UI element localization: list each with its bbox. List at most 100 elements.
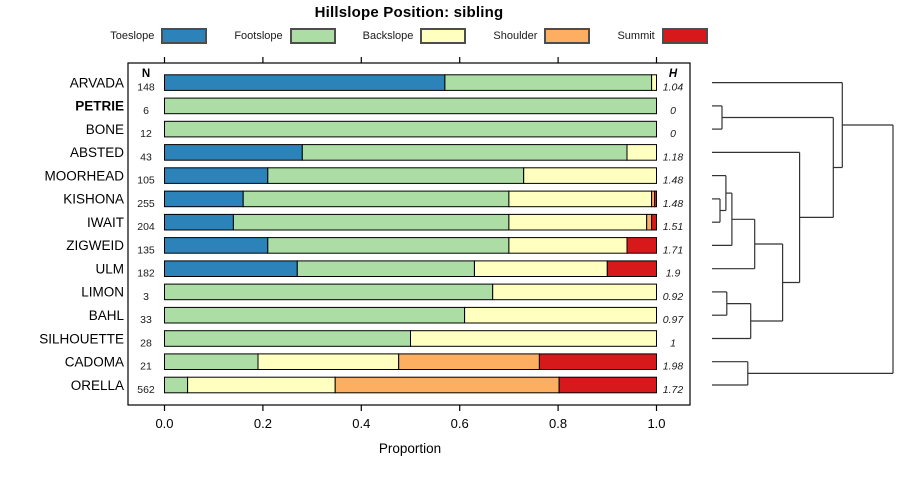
row-label: ARVADA: [70, 75, 124, 90]
row-label: ORELLA: [71, 378, 124, 393]
h-value: 1.18: [663, 151, 684, 163]
n-value: 562: [137, 384, 155, 396]
legend-label: Shoulder: [493, 30, 538, 42]
dendrogram: [712, 81, 894, 386]
n-value: 6: [143, 105, 149, 117]
x-tick-label: 0.2: [254, 416, 272, 431]
bar-segment-backslope: [410, 330, 657, 347]
legend-item-backslope: Backslope: [363, 28, 467, 44]
legend-item-footslope: Footslope: [234, 28, 336, 44]
bar-segment-shoulder: [398, 353, 540, 370]
n-value: 28: [140, 338, 152, 350]
bar-segment-backslope: [626, 144, 657, 161]
h-value: 1: [670, 338, 676, 350]
n-value: 255: [137, 198, 155, 210]
x-tick-label: 0.6: [451, 416, 469, 431]
bar-segment-summit: [606, 260, 657, 277]
h-value: 1.71: [663, 244, 683, 256]
bar-segment-backslope: [508, 213, 648, 231]
bar-segment-footslope: [267, 167, 525, 184]
bar-segment-footslope: [164, 353, 259, 370]
row-label: LIMON: [81, 285, 124, 300]
n-column-header: N: [142, 68, 150, 80]
bar-segment-toeslope: [164, 74, 446, 91]
bar-segment-footslope: [242, 190, 510, 208]
legend-swatch: [161, 28, 208, 44]
bar-segment-summit: [654, 190, 657, 208]
h-value: 0.92: [663, 291, 684, 303]
x-tick-label: 0.0: [155, 416, 173, 431]
bar-segment-backslope: [508, 237, 628, 254]
n-value: 12: [140, 128, 152, 140]
h-value: 1.72: [663, 384, 684, 396]
row-text-group: ARVADA 148 1.04 PETRIE 6 0 BONE 12 0 ABSTED 43 1.18…: [39, 75, 684, 396]
bar-segment-footslope: [444, 74, 652, 91]
n-value: 3: [143, 291, 149, 303]
bar-segment-summit: [626, 237, 657, 254]
bar-segment-backslope: [651, 74, 657, 91]
bar-segment-shoulder: [646, 213, 653, 231]
bar-segment-footslope: [301, 144, 628, 161]
row-label: CADOMA: [65, 355, 124, 370]
bar-segment-toeslope: [164, 190, 244, 208]
x-axis: 0.0 0.2 0.4 0.6 0.8 1.0: [155, 57, 666, 431]
bar-segment-toeslope: [164, 144, 303, 161]
bar-segment-backslope: [523, 167, 658, 184]
row-label: IWAIT: [87, 215, 124, 230]
legend-swatch: [544, 28, 591, 44]
row-label: BONE: [86, 122, 124, 137]
row-label: KISHONA: [63, 192, 124, 207]
bar-segment-summit: [558, 376, 657, 394]
h-column-header: H: [669, 68, 678, 80]
legend-item-toeslope: Toeslope: [110, 28, 208, 44]
chart-title-wrap: Hillslope Position: sibling: [128, 4, 690, 22]
row-label: ULM: [95, 262, 124, 277]
h-value: 1.98: [663, 361, 684, 373]
row-label: MOORHEAD: [44, 168, 124, 183]
bar-segment-backslope: [464, 306, 657, 324]
bar-segment-footslope: [232, 213, 510, 231]
legend-label: Footslope: [234, 30, 283, 42]
bar-segment-toeslope: [164, 260, 298, 277]
bar-segment-backslope: [257, 353, 400, 370]
bar-segment-toeslope: [164, 237, 269, 254]
n-value: 204: [137, 221, 155, 233]
bar-segment-backslope: [474, 260, 608, 277]
bar-segment-backslope: [187, 376, 336, 394]
row-label: PETRIE: [75, 99, 124, 114]
row-label: ABSTED: [70, 145, 124, 160]
x-tick-label: 1.0: [647, 416, 665, 431]
h-value: 1.48: [663, 175, 684, 187]
x-tick-label: 0.8: [549, 416, 567, 431]
x-axis-title: Proportion: [379, 441, 441, 456]
n-value: 135: [137, 244, 155, 256]
row-label: BAHL: [89, 308, 125, 323]
h-value: 0: [670, 128, 676, 140]
n-value: 21: [140, 361, 152, 373]
bar-segment-toeslope: [164, 213, 234, 231]
h-value: 0: [670, 105, 676, 117]
legend-swatch: [289, 28, 336, 44]
n-value: 182: [137, 268, 155, 280]
bar-segment-shoulder: [334, 376, 560, 394]
h-value: 1.04: [663, 82, 684, 94]
bar-segment-footslope: [164, 283, 494, 301]
bar-segment-summit: [651, 213, 657, 231]
legend-label: Summit: [617, 30, 655, 42]
bar-segment-footslope: [164, 376, 189, 394]
x-tick-label: 0.4: [352, 416, 370, 431]
legend-swatch: [420, 28, 467, 44]
n-value: 33: [140, 314, 152, 326]
bar-segment-backslope: [508, 190, 653, 208]
row-label: SILHOUETTE: [39, 331, 124, 346]
legend-swatch: [661, 28, 708, 44]
legend-label: Toeslope: [110, 30, 155, 42]
bar-segment-footslope: [164, 306, 466, 324]
h-value: 1.48: [663, 198, 684, 210]
bar-segment-footslope: [164, 97, 657, 115]
h-value: 1.51: [663, 221, 683, 233]
legend-label: Backslope: [362, 30, 414, 42]
n-value: 148: [137, 82, 155, 94]
